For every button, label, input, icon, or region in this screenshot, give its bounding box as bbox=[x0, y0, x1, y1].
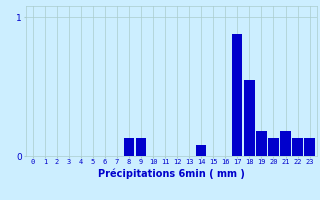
Bar bbox=[196, 145, 206, 156]
Bar bbox=[244, 80, 254, 156]
Bar bbox=[256, 131, 267, 156]
Bar bbox=[268, 138, 279, 156]
Bar bbox=[304, 138, 315, 156]
Bar bbox=[232, 34, 243, 156]
Bar bbox=[136, 138, 146, 156]
Bar bbox=[292, 138, 303, 156]
Bar bbox=[280, 131, 291, 156]
X-axis label: Précipitations 6min ( mm ): Précipitations 6min ( mm ) bbox=[98, 168, 244, 179]
Bar bbox=[124, 138, 134, 156]
